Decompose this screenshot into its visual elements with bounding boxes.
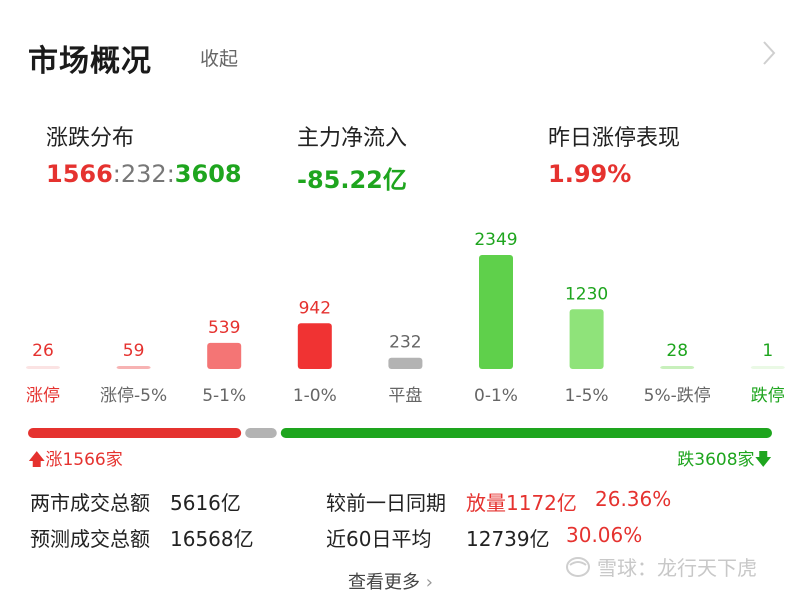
watermark-text: 雪球：龙行天下虎 xyxy=(597,556,757,580)
bar-5 xyxy=(479,255,513,369)
bar-category-label: 涨停-5% xyxy=(100,386,167,406)
bar-value-label: 942 xyxy=(299,298,331,318)
compare-prev-change: 放量1172亿 xyxy=(466,491,577,515)
bar-8 xyxy=(750,366,785,369)
main-flow-value: -85.22亿 xyxy=(297,166,407,194)
bar-category-label: 5-1% xyxy=(202,386,246,406)
separator: : xyxy=(112,160,121,188)
avg60-value: 12739亿 xyxy=(466,527,550,551)
bar-1 xyxy=(116,366,151,369)
separator: : xyxy=(166,160,175,188)
bar-category-label: 平盘 xyxy=(388,386,422,406)
yesterday-limit-up-value: 1.99% xyxy=(548,160,632,188)
distribution-bar-chart: 26涨停59涨停-5%5395-1%9421-0%232平盘23490-1%12… xyxy=(26,230,785,406)
progress-down-segment xyxy=(280,428,772,438)
bar-value-label: 26 xyxy=(32,341,54,361)
avg60-label: 近60日平均 xyxy=(326,527,432,551)
arrow-up-icon: 🡅 xyxy=(28,450,46,470)
down-count-summary: 跌3608家🡇 xyxy=(677,445,772,476)
watermark: 雪球：龙行天下虎 xyxy=(565,552,757,581)
collapse-button[interactable]: 收起 xyxy=(200,48,239,70)
chevron-right-icon: › xyxy=(425,572,433,593)
bar-category-label: 0-1% xyxy=(474,386,518,406)
bar-2 xyxy=(207,342,242,369)
forecast-total-value: 16568亿 xyxy=(170,527,254,551)
arrow-down-icon: 🡇 xyxy=(754,450,772,470)
down-count-label: 跌3608家 xyxy=(677,450,755,470)
progress-flat-segment xyxy=(245,428,277,438)
snowball-logo-icon xyxy=(566,556,590,577)
bar-value-label: 2349 xyxy=(474,230,517,250)
view-more-label: 查看更多 xyxy=(348,572,420,593)
bar-4 xyxy=(388,357,423,369)
down-count-value: 3608 xyxy=(174,160,242,188)
avg60-pct: 30.06% xyxy=(566,523,643,547)
up-count-value: 1566 xyxy=(46,160,113,188)
bar-3 xyxy=(297,323,332,369)
turnover-total-label: 两市成交总额 xyxy=(30,491,150,515)
forecast-total-label: 预测成交总额 xyxy=(30,527,150,551)
bar-value-label: 539 xyxy=(208,318,240,338)
view-more-link[interactable]: 查看更多 › xyxy=(348,568,433,594)
turnover-total-value: 5616亿 xyxy=(170,491,241,515)
up-count-label: 涨1566家 xyxy=(45,450,123,470)
chevron-right-icon[interactable] xyxy=(762,40,776,66)
bar-value-label: 232 xyxy=(389,333,421,353)
up-count-summary: 🡅涨1566家 xyxy=(28,445,123,476)
bar-value-label: 1 xyxy=(762,341,773,361)
main-flow-label: 主力净流入 xyxy=(297,126,408,151)
bar-value-label: 28 xyxy=(666,341,688,361)
bar-category-label: 跌停 xyxy=(751,386,785,406)
bar-6 xyxy=(569,309,604,369)
bar-0 xyxy=(26,366,60,369)
up-down-progress-bar xyxy=(28,428,772,438)
flat-count-value: 232 xyxy=(120,160,167,188)
page-title: 市场概况 xyxy=(28,44,152,79)
bar-category-label: 5%-跌停 xyxy=(644,386,711,406)
bar-value-label: 59 xyxy=(123,341,145,361)
distribution-value: 1566:232:3608 xyxy=(46,160,242,188)
bar-category-label: 1-0% xyxy=(293,386,337,406)
progress-up-segment xyxy=(28,428,242,438)
distribution-label: 涨跌分布 xyxy=(46,126,135,151)
compare-prev-label: 较前一日同期 xyxy=(326,491,446,515)
compare-prev-pct: 26.36% xyxy=(595,487,672,511)
bar-7 xyxy=(660,366,695,369)
bar-value-label: 1230 xyxy=(565,284,608,304)
yesterday-limit-up-label: 昨日涨停表现 xyxy=(548,126,681,151)
bar-category-label: 涨停 xyxy=(26,386,60,406)
bar-category-label: 1-5% xyxy=(565,386,609,406)
